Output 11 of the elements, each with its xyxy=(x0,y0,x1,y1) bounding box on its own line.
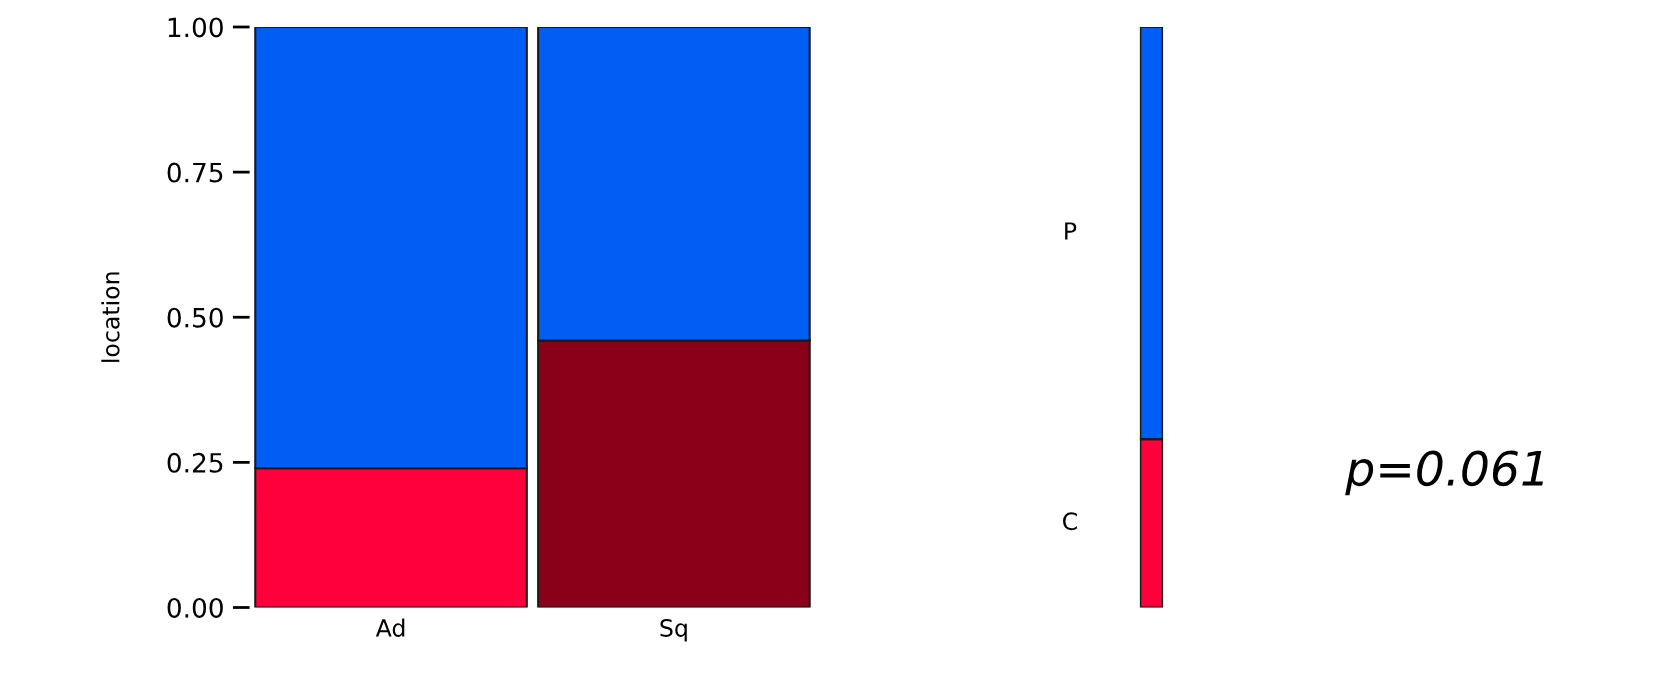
y-tick-label: 0.25 xyxy=(167,452,223,473)
y-axis-title: location xyxy=(101,272,120,362)
x-tick-label: Sq xyxy=(660,619,687,642)
text: p=0.061 xyxy=(1345,450,1543,496)
x-tick-label: Ad xyxy=(375,618,405,637)
y-tick-label: 1.00 xyxy=(168,17,223,38)
text: P xyxy=(1065,222,1077,240)
y-tick-label: 0.50 xyxy=(167,307,223,328)
y-tick-label: 0.00 xyxy=(167,597,223,618)
text: C xyxy=(1063,512,1077,531)
y-tick-label: 0.75 xyxy=(167,162,223,183)
